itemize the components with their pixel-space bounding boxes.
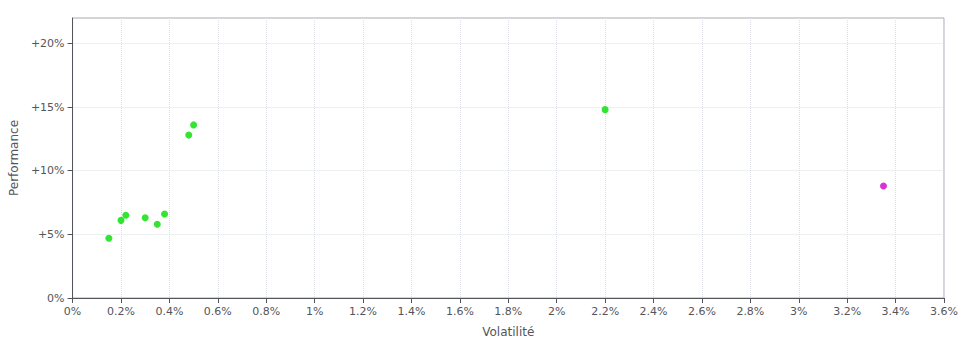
svg-text:2%: 2% [548,305,565,318]
svg-text:1.4%: 1.4% [397,305,425,318]
svg-text:3.6%: 3.6% [930,305,958,318]
svg-text:3.2%: 3.2% [833,305,861,318]
svg-text:0.2%: 0.2% [107,305,135,318]
svg-text:+15%: +15% [31,101,65,114]
svg-text:0.6%: 0.6% [204,305,232,318]
svg-text:2.8%: 2.8% [736,305,764,318]
svg-text:1.8%: 1.8% [494,305,522,318]
svg-text:0.4%: 0.4% [155,305,183,318]
svg-text:+5%: +5% [38,228,65,241]
svg-text:2.4%: 2.4% [640,305,668,318]
svg-text:3%: 3% [790,305,807,318]
svg-text:Performance: Performance [7,120,21,196]
svg-text:2.2%: 2.2% [591,305,619,318]
svg-text:2.6%: 2.6% [688,305,716,318]
svg-text:Volatilité: Volatilité [482,325,534,339]
svg-text:3.4%: 3.4% [882,305,910,318]
svg-text:+10%: +10% [31,164,65,177]
svg-text:1.2%: 1.2% [349,305,377,318]
svg-text:0.8%: 0.8% [252,305,280,318]
svg-text:0%: 0% [47,292,64,305]
svg-text:0%: 0% [64,305,81,318]
svg-text:+20%: +20% [31,37,65,50]
svg-text:1%: 1% [306,305,323,318]
svg-text:1.6%: 1.6% [446,305,474,318]
